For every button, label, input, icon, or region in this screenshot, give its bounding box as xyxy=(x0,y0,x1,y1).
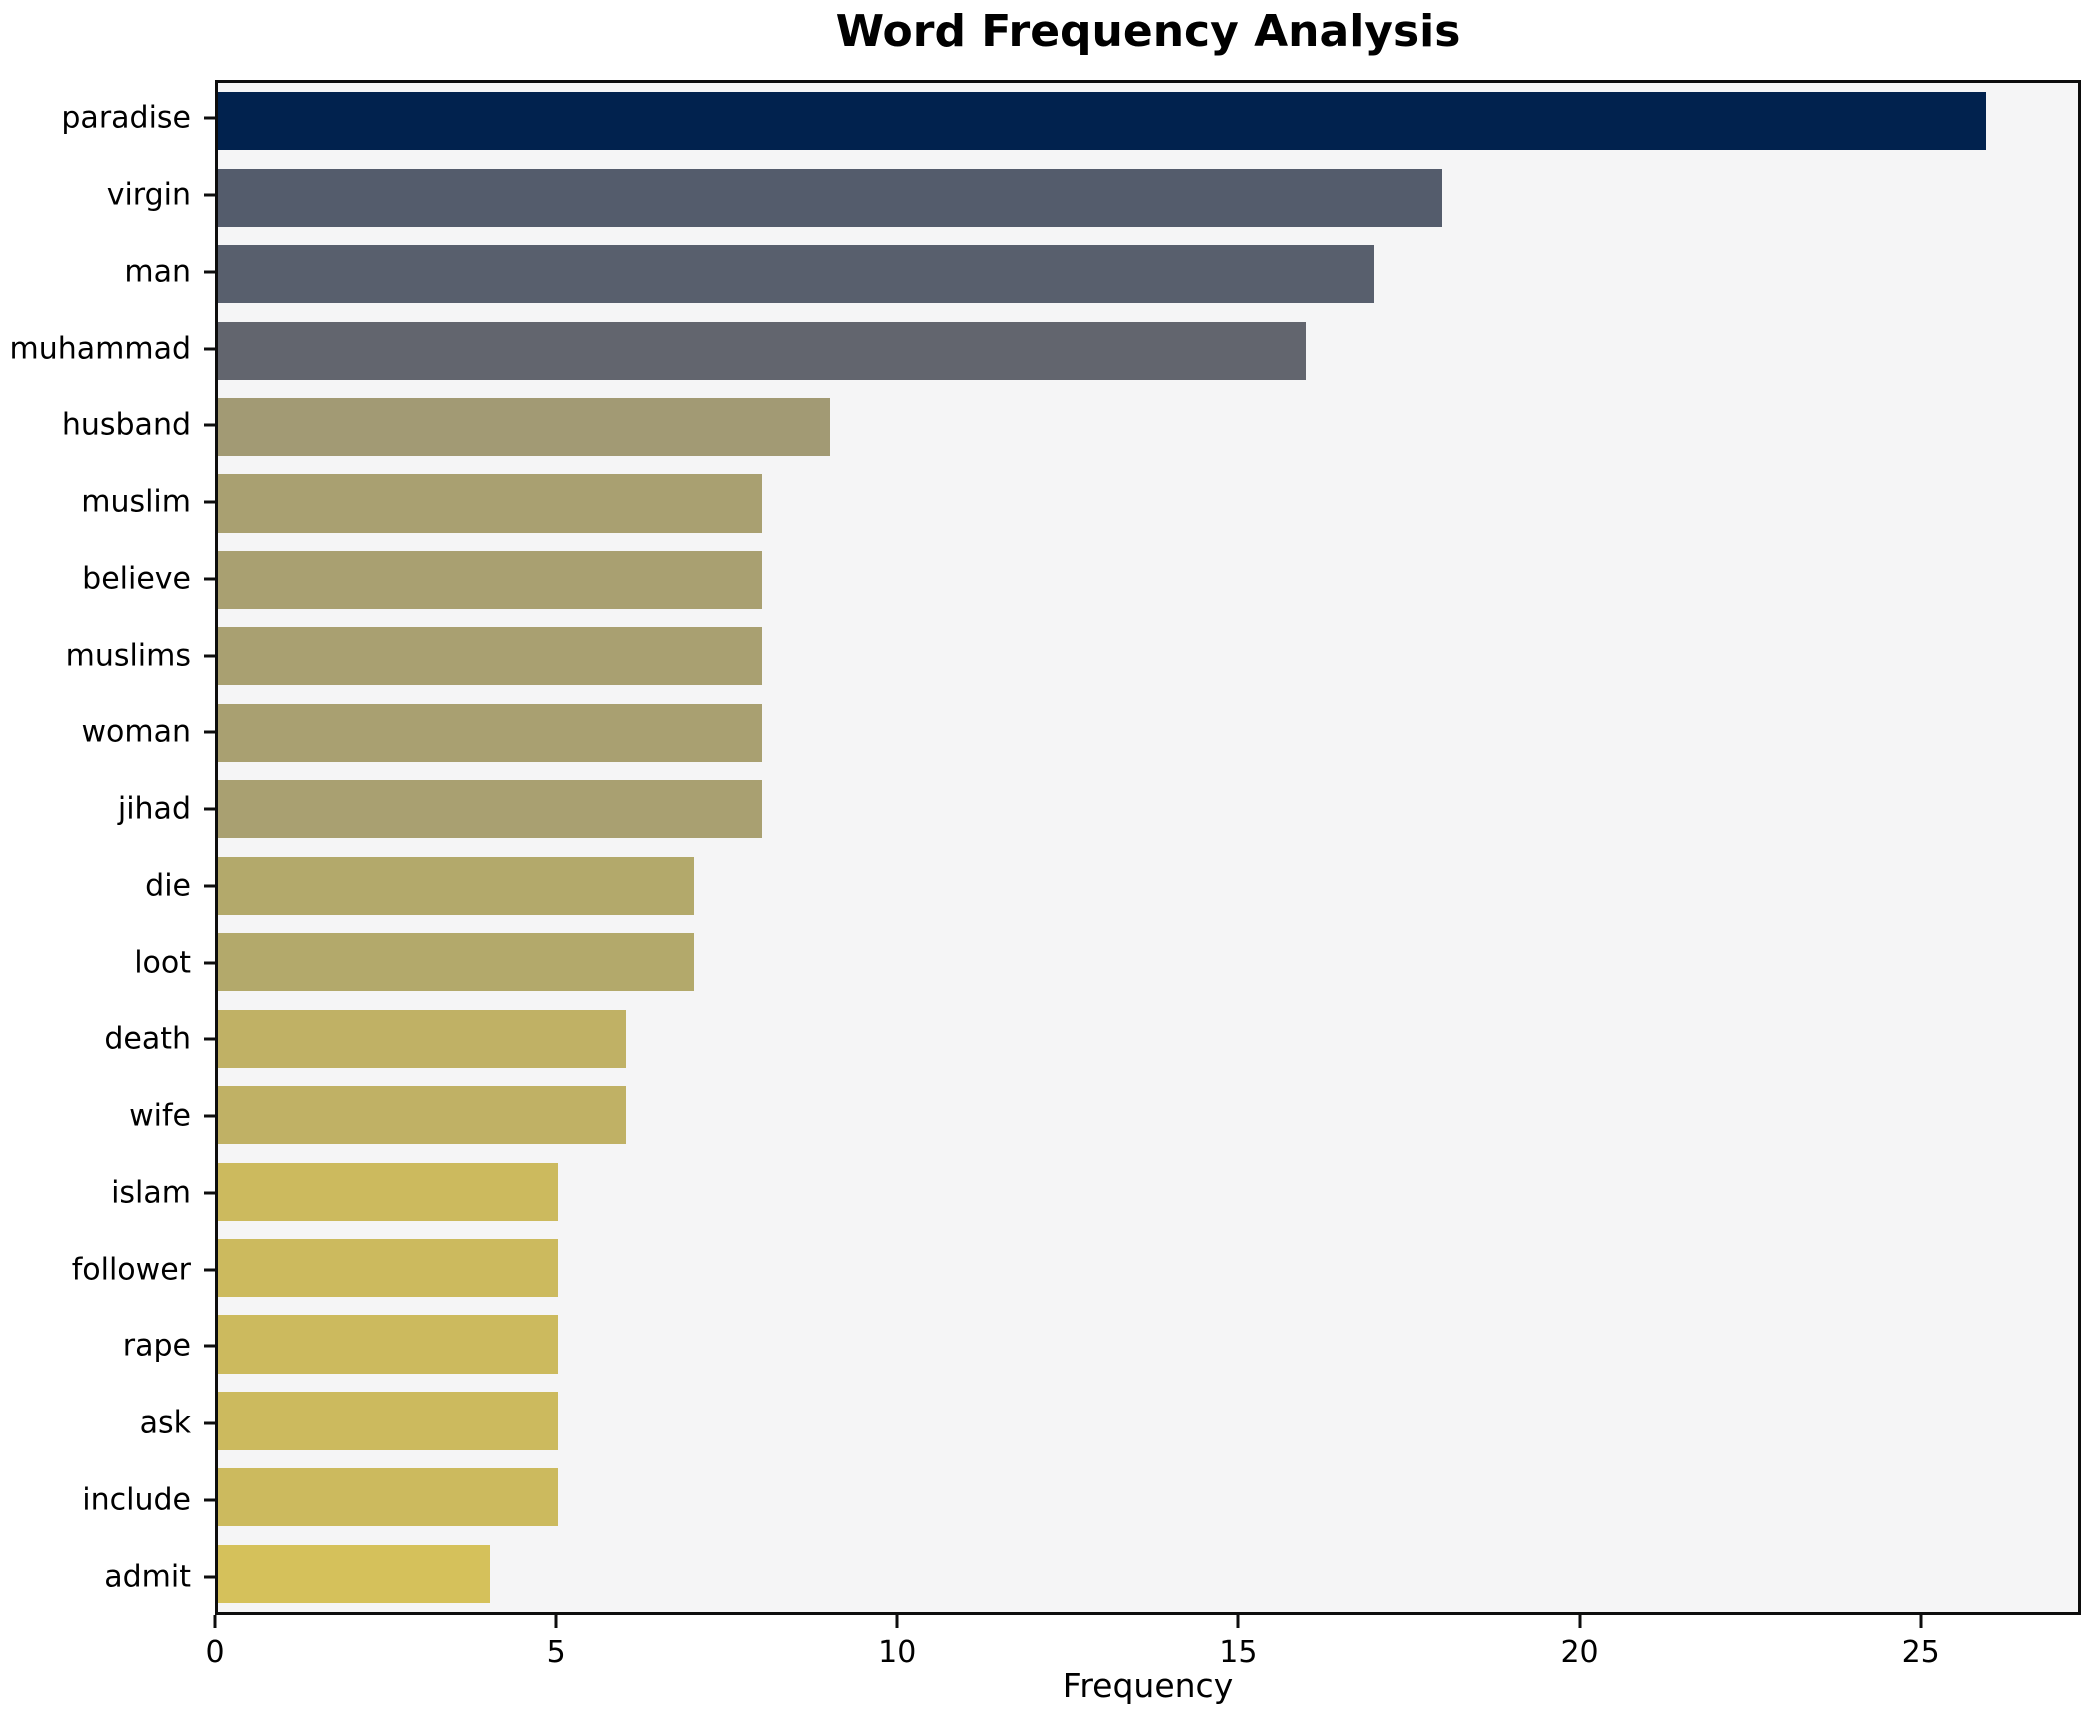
y-tick-label-virgin: virgin xyxy=(106,177,191,213)
bar-row xyxy=(218,312,2078,388)
bar-jihad xyxy=(218,780,763,839)
bar-wife xyxy=(218,1086,627,1145)
y-tick-label-husband: husband xyxy=(61,407,191,443)
y-tick-mark xyxy=(204,884,215,888)
x-tick-label-5: 5 xyxy=(546,1635,566,1670)
x-axis: 0 5 10 15 20 25 xyxy=(205,1615,2081,1695)
y-tick-label-muslim: muslim xyxy=(81,484,191,520)
bar-row xyxy=(218,542,2078,618)
y-tick-label-jihad: jihad xyxy=(117,791,191,827)
y-tick-mark xyxy=(204,116,215,120)
bar-row xyxy=(218,1536,2078,1612)
bar-row xyxy=(218,159,2078,235)
y-tick-mark xyxy=(204,1498,215,1502)
y-tick-mark xyxy=(204,1114,215,1118)
bar-include xyxy=(218,1468,559,1527)
bar-row xyxy=(218,1383,2078,1459)
bar-row xyxy=(218,618,2078,694)
y-tick-mark xyxy=(204,193,215,197)
bar-row xyxy=(218,1153,2078,1229)
y-tick-label-islam: islam xyxy=(111,1175,191,1211)
y-tick-mark xyxy=(204,961,215,965)
bar-loot xyxy=(218,933,695,992)
bar-husband xyxy=(218,397,831,457)
bar-row xyxy=(218,1306,2078,1382)
y-tick-label-follower: follower xyxy=(71,1252,191,1288)
y-axis: paradise virgin man muhammad husband muslim be… xyxy=(0,80,215,1615)
x-tick-mark xyxy=(895,1615,899,1628)
y-tick-mark xyxy=(204,654,215,658)
y-tick-mark xyxy=(204,1575,215,1579)
x-tick-label-0: 0 xyxy=(205,1635,225,1670)
y-tick-label-die: die xyxy=(145,868,191,904)
bar-ask xyxy=(218,1391,559,1450)
x-tick-mark xyxy=(1236,1615,1240,1628)
chart-title: Word Frequency Analysis xyxy=(835,6,1461,57)
y-tick-label-loot: loot xyxy=(134,945,191,981)
x-tick-label-25: 25 xyxy=(1901,1635,1940,1670)
bar-row xyxy=(218,236,2078,312)
y-tick-label-paradise: paradise xyxy=(61,100,191,136)
bar-row xyxy=(218,1230,2078,1306)
bar-row xyxy=(218,1000,2078,1076)
x-tick-mark xyxy=(554,1615,558,1628)
y-tick-mark xyxy=(204,1037,215,1041)
bar-row xyxy=(218,465,2078,541)
bars-container xyxy=(218,83,2078,1612)
bar-row xyxy=(218,695,2078,771)
bar-death xyxy=(218,1009,627,1068)
x-tick-mark xyxy=(1919,1615,1923,1628)
y-tick-mark xyxy=(204,270,215,274)
y-tick-label-muslims: muslims xyxy=(65,638,191,674)
bar-rape xyxy=(218,1315,559,1374)
x-tick-label-20: 20 xyxy=(1560,1635,1599,1670)
plot-area xyxy=(215,80,2081,1615)
y-tick-label-rape: rape xyxy=(122,1328,191,1364)
x-axis-label: Frequency xyxy=(1062,1666,1234,1705)
y-tick-mark xyxy=(204,1344,215,1348)
bar-row xyxy=(218,848,2078,924)
bar-row xyxy=(218,924,2078,1000)
y-tick-label-believe: believe xyxy=(82,561,191,597)
y-tick-label-woman: woman xyxy=(81,714,191,750)
bar-row xyxy=(218,83,2078,159)
bar-muslim xyxy=(218,474,763,533)
bar-row xyxy=(218,1459,2078,1535)
x-tick-label-15: 15 xyxy=(1219,1635,1258,1670)
bar-muhammad xyxy=(218,321,1307,380)
y-tick-mark xyxy=(204,1191,215,1195)
bar-woman xyxy=(218,703,763,762)
bar-row xyxy=(218,771,2078,847)
y-tick-label-admit: admit xyxy=(104,1559,191,1595)
y-tick-label-muhammad: muhammad xyxy=(9,331,191,367)
bar-follower xyxy=(218,1238,559,1298)
y-tick-mark xyxy=(204,347,215,351)
y-tick-label-ask: ask xyxy=(139,1405,191,1441)
y-tick-mark xyxy=(204,500,215,504)
bar-row xyxy=(218,389,2078,465)
bar-muslims xyxy=(218,627,763,686)
y-tick-label-death: death xyxy=(104,1021,191,1057)
bar-islam xyxy=(218,1162,559,1221)
bar-man xyxy=(218,245,1375,304)
y-tick-mark xyxy=(204,1421,215,1425)
bar-die xyxy=(218,856,695,915)
x-tick-mark xyxy=(213,1615,217,1628)
y-tick-mark xyxy=(204,577,215,581)
bar-virgin xyxy=(218,168,1443,227)
y-tick-mark xyxy=(204,807,215,811)
y-tick-mark xyxy=(204,730,215,734)
bar-believe xyxy=(218,550,763,609)
y-tick-mark xyxy=(204,1268,215,1272)
y-tick-label-include: include xyxy=(82,1482,191,1518)
y-tick-mark xyxy=(204,423,215,427)
bar-paradise xyxy=(218,92,1987,151)
bar-row xyxy=(218,1077,2078,1153)
y-tick-label-wife: wife xyxy=(129,1098,191,1134)
bar-admit xyxy=(218,1544,491,1603)
y-tick-label-man: man xyxy=(124,254,191,290)
x-tick-label-10: 10 xyxy=(878,1635,917,1670)
x-tick-mark xyxy=(1578,1615,1582,1628)
